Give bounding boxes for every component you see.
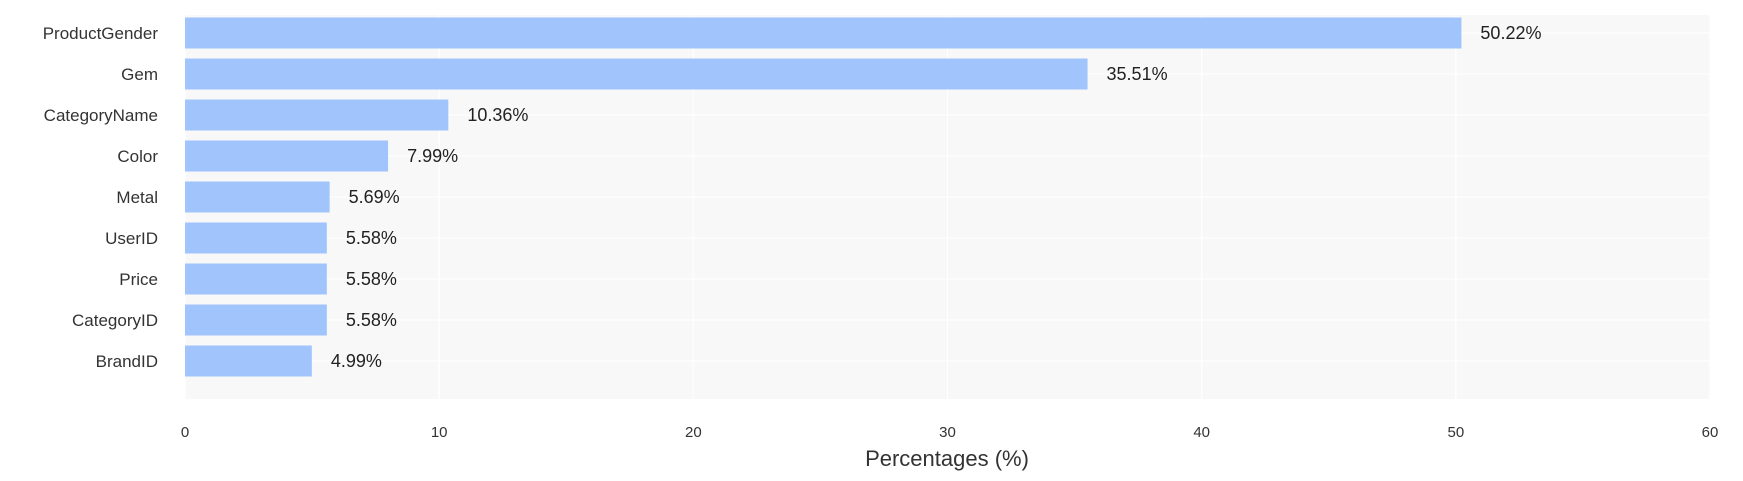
category-label-brandid: BrandID (96, 352, 158, 371)
bar-userid (185, 222, 327, 254)
x-tick-labels: 0 10 20 30 40 50 60 (181, 424, 1719, 441)
category-label-metal: Metal (116, 188, 158, 207)
bar-color (185, 140, 389, 172)
bar-productgender (185, 17, 1462, 49)
x-tick-label-20: 20 (685, 424, 702, 441)
category-label-price: Price (119, 270, 158, 289)
x-tick-label-40: 40 (1193, 424, 1210, 441)
data-label-categoryname: 10.36% (467, 105, 528, 125)
bars (185, 17, 1462, 377)
data-label-color: 7.99% (407, 146, 458, 166)
category-label-productgender: ProductGender (43, 24, 159, 43)
category-label-userid: UserID (105, 229, 158, 248)
bar-price (185, 263, 327, 295)
data-labels: 50.22% 35.51% 10.36% 7.99% 5.69% 5.58% 5.58% 5.… (331, 23, 1542, 371)
data-label-gem: 35.51% (1107, 64, 1168, 84)
bar-categoryname (185, 99, 449, 131)
x-tick-label-0: 0 (181, 424, 189, 441)
bar-metal (185, 181, 330, 213)
data-label-price: 5.58% (346, 269, 397, 289)
data-label-productgender: 50.22% (1480, 23, 1541, 43)
bar-categoryid (185, 304, 327, 336)
x-axis-title: Percentages (%) (865, 446, 1029, 471)
x-tick-label-10: 10 (431, 424, 448, 441)
bar-brandid (185, 345, 312, 377)
data-label-brandid: 4.99% (331, 351, 382, 371)
bar-gem (185, 58, 1088, 90)
data-label-metal: 5.69% (349, 187, 400, 207)
x-tick-label-60: 60 (1702, 424, 1719, 441)
data-label-userid: 5.58% (346, 228, 397, 248)
category-label-categoryid: CategoryID (72, 311, 158, 330)
category-labels: ProductGender Gem CategoryName Color Metal Us… (43, 24, 159, 371)
category-label-color: Color (117, 147, 158, 166)
x-tick-label-50: 50 (1447, 424, 1464, 441)
category-label-gem: Gem (121, 65, 158, 84)
data-label-categoryid: 5.58% (346, 310, 397, 330)
category-label-categoryname: CategoryName (44, 106, 158, 125)
x-tick-label-30: 30 (939, 424, 956, 441)
